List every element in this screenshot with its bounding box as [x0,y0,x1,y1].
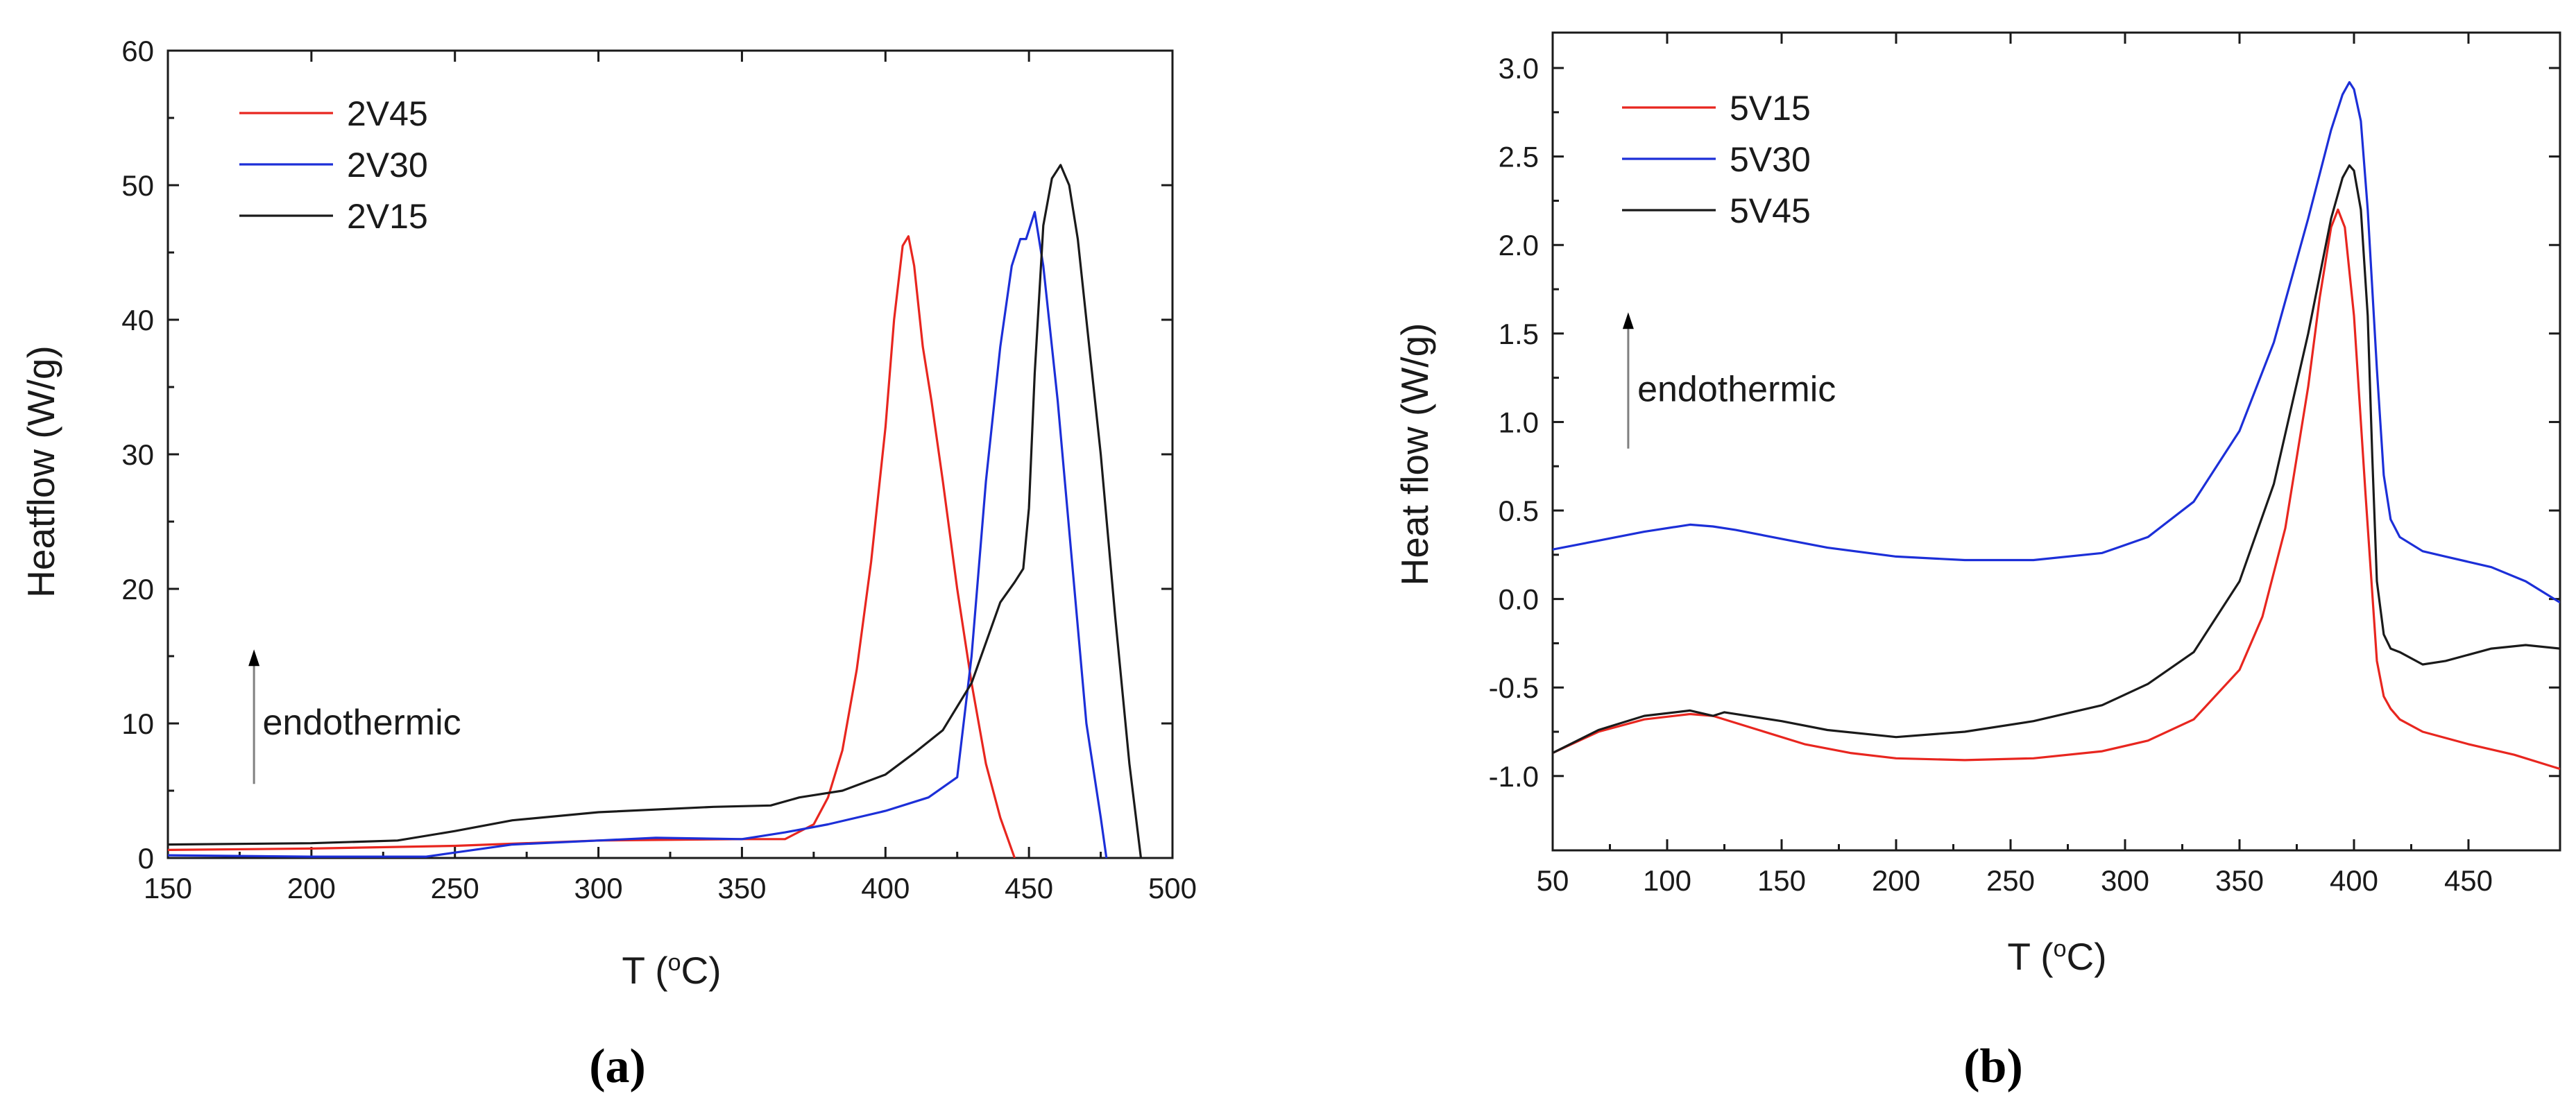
x-axis-title-a-sup: o [668,950,681,976]
x-tick-label-b: 150 [1757,864,1806,897]
x-tick-label-b: 100 [1643,864,1691,897]
legend-label-5v45: 5V45 [1730,191,1811,230]
x-tick-label-b: 50 [1537,864,1569,897]
x-axis-title-b: T (oC) [2007,935,2106,978]
x-tick-label-b: 450 [2444,864,2493,897]
panel-label-b: (b) [1963,1040,2023,1093]
legend-label-2v15: 2V15 [347,197,428,236]
y-tick-label-b: 0.5 [1499,495,1539,527]
y-tick-label-b: -1.0 [1489,760,1539,793]
y-tick-label-a: 20 [121,573,154,606]
series-line-5v30 [1553,80,2560,604]
series-line-2v30 [168,211,1108,858]
y-tick-label-b: 2.0 [1499,229,1539,261]
y-axis-title-b: Heat flow (W/g) [1393,323,1436,586]
series-line-5v15 [1553,208,2560,771]
arrow-head-icon [248,649,260,667]
legend-label-5v30: 5V30 [1730,140,1811,179]
x-tick-label-a: 300 [574,872,623,904]
endothermic-label-b: endothermic [1637,369,1836,409]
x-tick-label-a: 200 [287,872,336,904]
x-tick-label-b: 250 [1986,864,2035,897]
y-tick-label-b: 3.0 [1499,52,1539,85]
endothermic-label-a: endothermic [263,703,461,743]
x-axis-title-a-post: C) [681,949,722,992]
y-tick-label-b: 0.0 [1499,583,1539,616]
x-axis-title-b-post: C) [2067,935,2107,978]
x-tick-label-a: 150 [144,872,192,904]
legend-label-5v15: 5V15 [1730,89,1811,128]
x-tick-label-b: 400 [2330,864,2378,897]
x-tick-label-b: 200 [1872,864,1920,897]
chart-panel-a: 150 200 250 300 350 400 450 500 0 10 20 30 40 50 60 2V4… [19,35,1197,1093]
x-tick-label-a: 500 [1148,872,1197,904]
y-tick-label-a: 10 [121,707,154,740]
y-tick-label-a: 30 [121,438,154,471]
legend-label-2v45: 2V45 [347,94,428,133]
x-axis-title-a-pre: T ( [622,949,667,992]
x-tick-label-a: 450 [1005,872,1053,904]
x-axis-title-b-pre: T ( [2007,935,2053,978]
plot-frame-b [1551,31,2561,852]
x-tick-label-a: 350 [717,872,766,904]
y-tick-label-b: 2.5 [1499,141,1539,173]
series-line-5v45 [1553,164,2560,755]
panel-label-a: (a) [589,1040,646,1093]
x-tick-label-b: 350 [2215,864,2264,897]
x-axis-title-a: T (oC) [622,949,721,992]
arrow-head-icon [1622,312,1634,329]
y-axis-title-a: Heatflow (W/g) [19,345,62,598]
x-axis-title-b-sup: o [2054,936,2067,962]
x-tick-label-b: 300 [2101,864,2149,897]
y-tick-label-b: 1.5 [1499,318,1539,350]
y-tick-label-a: 50 [121,169,154,202]
y-tick-label-b: 1.0 [1499,406,1539,438]
y-tick-label-b: -0.5 [1489,671,1539,704]
legend-label-2v30: 2V30 [347,146,428,184]
chart-panel-b: 50 100 150 200 250 300 350 400 450 -1.0 -0.5 0.0 0.5… [1393,31,2561,1093]
series-line-2v15 [168,164,1143,858]
y-tick-label-a: 60 [121,35,154,67]
y-tick-label-a: 40 [121,304,154,336]
x-tick-label-a: 250 [431,872,479,904]
x-tick-label-a: 400 [861,872,910,904]
y-tick-label-a: 0 [138,842,154,875]
